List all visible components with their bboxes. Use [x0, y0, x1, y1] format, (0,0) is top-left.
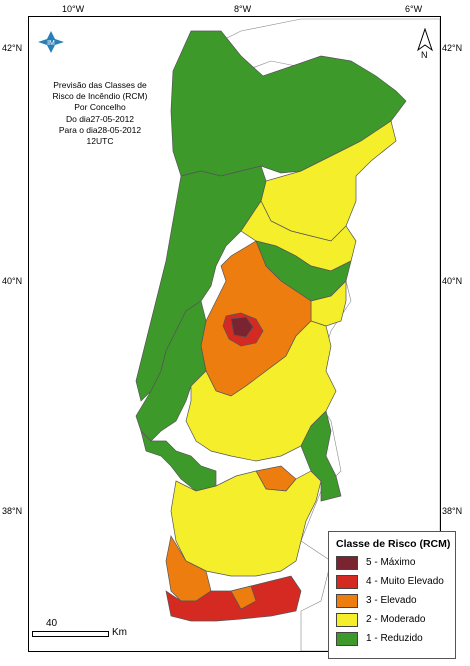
legend-label: 3 - Elevado — [366, 595, 417, 606]
legend-item-moderado: 2 - Moderado — [329, 610, 455, 629]
scale-bar: 40 Km — [32, 618, 142, 640]
legend-item-reduzido: 1 - Reduzido — [329, 629, 455, 648]
lon-label-8w: 8°W — [234, 4, 252, 14]
legend-label: 2 - Moderado — [366, 614, 426, 625]
scale-bar-segment-2 — [70, 631, 109, 637]
region-algarve-elevado — [230, 585, 257, 610]
lat-label-left-42n: 42°N — [2, 43, 23, 53]
legend-label: 4 - Muito Elevado — [366, 576, 444, 587]
region-algarve-muito-elevado — [165, 575, 302, 622]
lat-label-left-40n: 40°N — [2, 276, 23, 286]
lat-label-right-40n: 40°N — [442, 276, 463, 286]
scale-bar-segment-1 — [32, 631, 72, 637]
legend: Classe de Risco (RCM) 5 - Máximo 4 - Mui… — [328, 531, 456, 659]
legend-title: Classe de Risco (RCM) — [336, 538, 451, 550]
legend-swatch — [336, 612, 358, 627]
title-line-3: Por Concelho — [74, 102, 126, 113]
map-frame — [28, 16, 441, 652]
title-line-5: Para o dia28-05-2012 — [58, 124, 142, 135]
lat-label-right-38n: 38°N — [442, 506, 463, 516]
scale-unit: Km — [112, 627, 127, 638]
legend-swatch — [336, 631, 358, 646]
region-lisbon-reduzido — [140, 429, 217, 492]
legend-swatch — [336, 593, 358, 608]
legend-item-maximo: 5 - Máximo — [329, 553, 455, 572]
scale-value: 40 — [46, 618, 58, 629]
lat-label-right-42n: 42°N — [442, 43, 463, 53]
title-line-1: Previsão das Classes de — [53, 80, 147, 90]
north-letter: N — [421, 50, 428, 60]
title-line-2: Risco de Incêndio (RCM) — [52, 91, 148, 102]
logo-text: IM — [47, 40, 55, 47]
legend-label: 5 - Máximo — [366, 557, 416, 568]
lon-label-10w: 10°W — [62, 4, 85, 14]
map-title: Previsão das Classes de Risco de Incêndi… — [40, 80, 160, 147]
im-logo-icon: IM — [36, 30, 66, 54]
legend-label: 1 - Reduzido — [366, 633, 423, 644]
lat-label-left-38n: 38°N — [2, 506, 23, 516]
portugal-map[interactable] — [29, 17, 440, 651]
title-line-6: 12UTC — [86, 136, 114, 147]
lon-label-6w: 6°W — [405, 4, 423, 14]
legend-swatch — [336, 574, 358, 589]
north-arrow-icon: N — [414, 27, 436, 62]
title-line-4: Do dia27-05-2012 — [65, 113, 135, 124]
legend-swatch — [336, 555, 358, 570]
region-centre-maximo — [230, 316, 254, 338]
region-east-border-reduzido — [300, 410, 342, 502]
region-alentejo-north-moderado — [185, 320, 337, 462]
legend-item-muito-elevado: 4 - Muito Elevado — [329, 572, 455, 591]
legend-item-elevado: 3 - Elevado — [329, 591, 455, 610]
